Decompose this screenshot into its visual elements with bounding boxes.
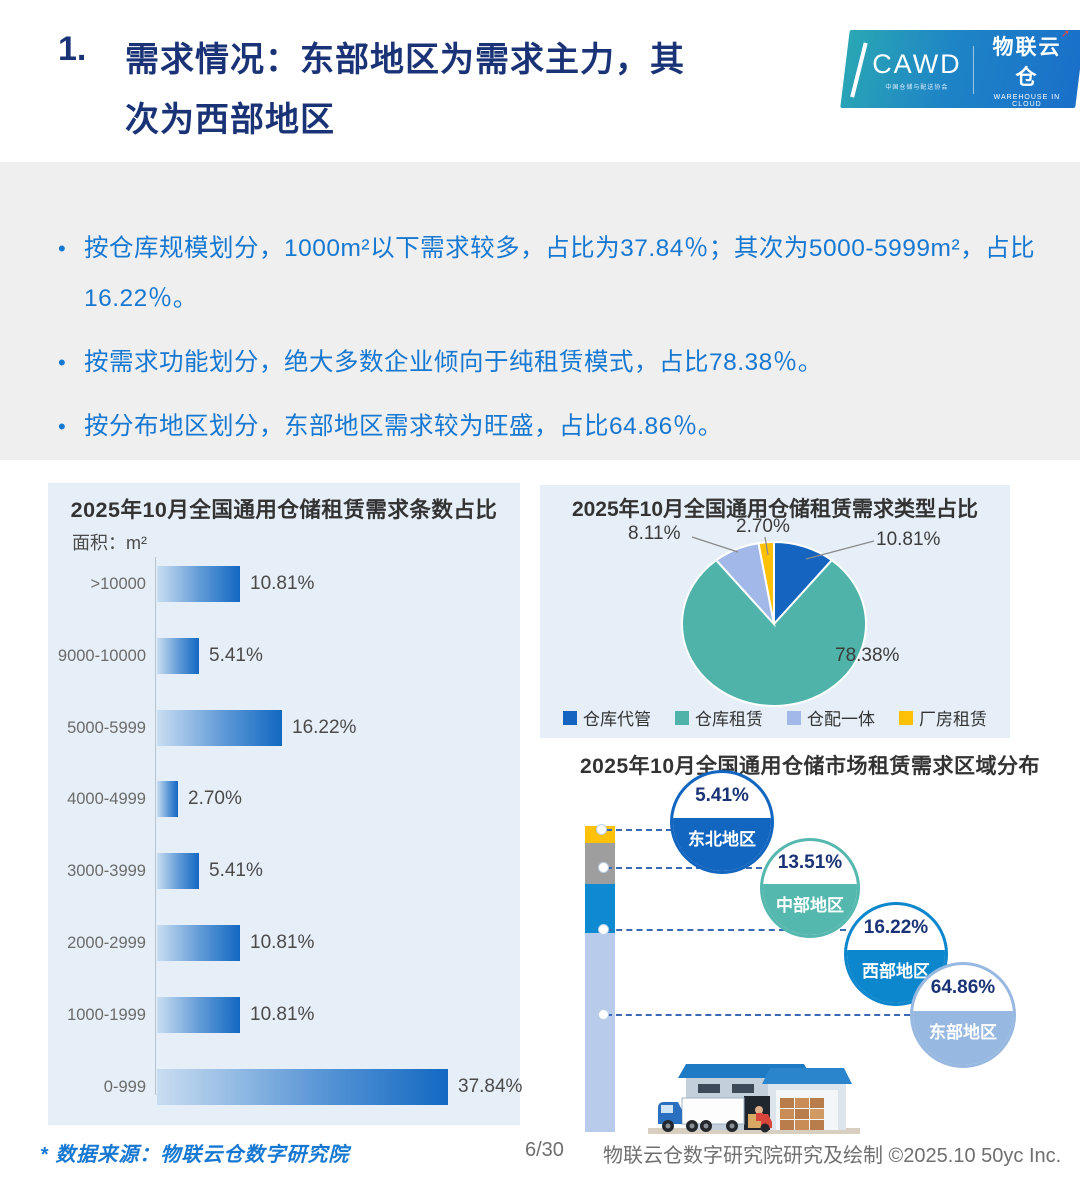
legend-label: 仓库租赁 [695,710,763,729]
bar-value-label: 5.41% [209,645,263,666]
summary-bullet: 按需求功能划分，绝大多数企业倾向于纯租赁模式，占比78.38％。 [58,338,1038,388]
bar [157,566,240,602]
bar-value-label: 5.41% [209,860,263,881]
leader-line [805,540,875,560]
region-value: 13.51% [777,851,843,873]
pie-slice-label: 78.38% [835,645,900,666]
cawd-logo-subtext: 中国仓储与配送协会 [885,84,949,90]
cawd-logo-text: CAWD [872,48,962,78]
callout-line [606,829,672,831]
legend-swatch [899,710,913,725]
bar-chart-unit-label: 面积：m² [72,533,147,553]
pie-slice-label: 2.70% [736,516,790,537]
bar-category-label: 5000-5999 [67,718,146,737]
legend-swatch [563,710,577,725]
legend-item: 仓库代管 [563,705,651,730]
legend-item: 厂房租赁 [899,705,987,730]
bar [157,710,282,746]
bar-value-label: 10.81% [250,573,315,594]
warehouse-illustration [648,1064,860,1134]
bar-category-label: 4000-4999 [67,789,146,808]
page-number: 6/30 [525,1139,564,1161]
page-title: 需求情况：东部地区为需求主力，其 次为西部地区 [125,30,865,150]
callout-marker [598,1009,609,1020]
legend-label: 仓配一体 [807,710,875,729]
bar [157,853,199,889]
bar-category-label: 2000-2999 [67,933,146,952]
cloud-arrow-icon: ➚ [1060,27,1070,40]
bar [157,997,240,1033]
leader-line [764,536,769,556]
region-chart-title: 2025年10月全国通用仓储市场租赁需求区域分布 [579,755,1041,778]
bar-category-label: 1000-1999 [67,1005,146,1024]
bar-value-label: 37.84% [458,1076,523,1097]
region-name: 东北地区 [673,818,771,871]
bar-category-label: 9000-10000 [57,646,146,665]
summary-bullet: 按分布地区划分，东部地区需求较为旺盛，占比64.86％。 [58,402,1038,452]
bar-category-label: 0-999 [103,1077,146,1096]
legend-label: 厂房租赁 [919,710,987,729]
region-name: 东部地区 [913,1011,1013,1065]
pie-chart [681,536,875,707]
region-value: 16.22% [863,916,929,938]
legend-swatch [787,710,801,725]
summary-bullet: 按仓库规模划分，1000m²以下需求较多，占比为37.84％；其次为5000-5… [58,224,1038,324]
region-name: 中部地区 [763,884,857,935]
pie-slice-label: 10.81% [876,529,941,550]
bar-category-label: 3000-3999 [67,861,146,880]
region-bubble-northeast: 5.41% 东北地区 [670,770,774,874]
region-value: 5.41% [695,784,749,806]
callout-marker [598,862,609,873]
legend-swatch [675,710,689,725]
stacked-segment [585,933,615,1132]
logo-divider [973,45,974,93]
bar [157,781,178,817]
callout-line [606,929,846,931]
bar [157,925,240,961]
bar [157,638,199,674]
callout-marker [598,924,609,935]
bar [157,1069,448,1105]
page-title-line1: 需求情况：东部地区为需求主力，其 [125,41,685,79]
legend-item: 仓库租赁 [675,705,763,730]
pie-slice [681,558,867,707]
bar-chart-title: 2025年10月全国通用仓储租赁需求条数占比 [70,498,498,522]
pie-legend: 仓库代管 仓库租赁 仓配一体 厂房租赁 [540,705,1010,730]
brand-name-en: WAREHOUSE IN CLOUD [993,93,1061,108]
data-source-note: * 数据来源：物联云仓数字研究院 [40,1144,350,1166]
pie-chart-panel: 2025年10月全国通用仓储租赁需求类型占比 8.11% 2.70% 10.81… [540,485,1010,738]
region-value: 64.86% [930,977,996,998]
section-number: 1. [58,30,87,68]
callout-marker [596,824,607,835]
brand-logo: CAWD 中国仓储与配送协会 物联云仓 ➚ WAREHOUSE IN CLOUD [840,27,1080,108]
summary-band: 按仓库规模划分，1000m²以下需求较多，占比为37.84％；其次为5000-5… [0,162,1080,460]
leader-line [691,536,739,553]
brand-name-cn: 物联云仓 [992,35,1062,89]
bar-category-label: >10000 [90,574,146,593]
region-distribution-panel: 2025年10月全国通用仓储市场租赁需求区域分布 5.41% 东北地区 13.5… [540,748,1080,1140]
region-bubble-central: 13.51% 中部地区 [760,838,860,938]
bar-value-label: 2.70% [188,788,242,809]
bar-value-label: 16.22% [292,717,357,738]
bar-value-label: 10.81% [250,1004,315,1025]
pie-chart-title: 2025年10月全国通用仓储租赁需求类型占比 [571,498,979,521]
bar-chart-axis [155,557,156,1095]
region-bubble-east: 64.86% 东部地区 [910,962,1016,1068]
bar-chart-panel: 2025年10月全国通用仓储租赁需求条数占比 面积：m² >10000 10.8… [48,483,523,1125]
logo-slash-icon [850,41,868,97]
pie-slice-label: 8.11% [628,523,681,544]
callout-line [606,1014,910,1016]
credit-note: 物联云仓数字研究院研究及绘制 ©2025.10 50yc Inc. [603,1145,1062,1167]
page-title-line2: 次为西部地区 [125,101,335,139]
summary-bullet-list: 按仓库规模划分，1000m²以下需求较多，占比为37.84％；其次为5000-5… [58,224,1038,466]
bar-value-label: 10.81% [250,932,315,953]
legend-label: 仓库代管 [583,710,651,729]
legend-item: 仓配一体 [787,705,875,730]
